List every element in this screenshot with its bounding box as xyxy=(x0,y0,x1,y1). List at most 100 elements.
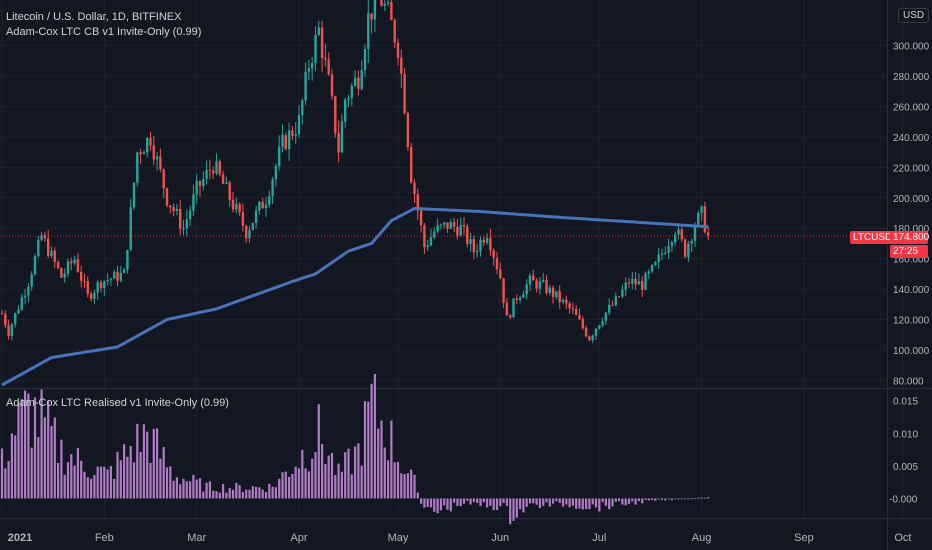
histogram-bar xyxy=(212,490,215,499)
histogram-bar xyxy=(700,497,703,499)
candle-body xyxy=(617,296,621,298)
price-axis-label: 220.000 xyxy=(893,163,930,174)
candle-body xyxy=(37,239,40,257)
histogram-bar xyxy=(96,466,99,499)
histogram-bar xyxy=(538,498,541,508)
histogram-bar xyxy=(436,498,439,514)
histogram-bar xyxy=(677,498,680,500)
candle-body xyxy=(601,320,604,326)
candle-body xyxy=(297,115,301,134)
candle-body xyxy=(294,133,297,136)
candle-body xyxy=(419,210,423,226)
histogram-bar xyxy=(443,498,446,506)
histogram-bar xyxy=(37,437,40,499)
histogram-bar xyxy=(4,468,7,499)
candle-body xyxy=(122,269,126,273)
histogram-bar xyxy=(568,498,571,508)
candle-body xyxy=(353,77,357,86)
histogram-bar xyxy=(278,478,281,499)
candle-body xyxy=(314,34,317,63)
candle-body xyxy=(637,281,641,285)
candle-body xyxy=(545,279,548,293)
histogram-bar xyxy=(248,489,251,499)
price-axis-label: 140.000 xyxy=(893,285,930,296)
candle-body xyxy=(287,130,291,149)
time-axis-label: May xyxy=(388,532,409,544)
histogram-bar xyxy=(535,498,538,505)
histogram-bar xyxy=(552,498,555,504)
candle-body xyxy=(218,161,221,175)
candle-body xyxy=(139,152,142,155)
candle-body xyxy=(466,226,469,244)
candle-body xyxy=(680,229,683,240)
indicator-legend-2[interactable]: Adam-Cox LTC Realised v1 Invite-Only (0.… xyxy=(6,397,229,409)
histogram-bar xyxy=(264,492,268,499)
currency-button[interactable]: USD xyxy=(898,8,930,23)
histogram-bar xyxy=(502,498,505,504)
price-axis-label: 200.000 xyxy=(893,194,930,205)
candle-body xyxy=(598,325,601,329)
histogram-bar xyxy=(472,498,475,502)
candle-body xyxy=(238,204,241,213)
histogram-bar xyxy=(522,498,525,513)
histogram-bar xyxy=(47,400,50,499)
candle-body xyxy=(258,201,261,211)
candle-body xyxy=(400,57,403,74)
candle-body xyxy=(149,138,152,146)
candle-body xyxy=(56,261,60,268)
candle-body xyxy=(367,13,370,50)
candle-body xyxy=(96,282,99,293)
candle-body xyxy=(650,265,654,272)
histogram-bar xyxy=(123,444,126,499)
histogram-bar xyxy=(585,498,588,510)
candle-body xyxy=(604,312,608,321)
candle-body xyxy=(261,201,264,209)
candle-body xyxy=(443,222,446,225)
candle-body xyxy=(561,299,565,302)
histogram-bar xyxy=(611,498,614,507)
histogram-bar xyxy=(647,498,650,501)
histogram-bar xyxy=(113,478,116,499)
histogram-bar xyxy=(558,498,561,503)
candle-body xyxy=(27,286,30,296)
candle-body xyxy=(406,113,410,147)
histogram-bar xyxy=(53,417,56,499)
candle-body xyxy=(132,182,136,208)
histogram-axis-label: 0.005 xyxy=(893,462,918,473)
histogram-bar xyxy=(403,474,406,499)
histogram-bar xyxy=(423,498,426,508)
time-axis-label: 2021 xyxy=(8,532,32,544)
price-axis-label: 80.000 xyxy=(893,376,924,387)
candle-body xyxy=(446,222,449,229)
symbol-title: Litecoin / U.S. Dollar, 1D, BITFINEX xyxy=(6,11,182,23)
histogram-bar xyxy=(129,446,132,499)
candle-body xyxy=(188,210,192,220)
candle-body xyxy=(373,0,377,20)
histogram-bar xyxy=(410,469,413,499)
candle-body xyxy=(380,0,383,6)
candle-body xyxy=(634,278,637,285)
candle-body xyxy=(584,327,588,337)
histogram-bar xyxy=(218,492,221,499)
histogram-bar xyxy=(297,468,301,499)
candle-body xyxy=(532,275,535,281)
histogram-bar xyxy=(449,498,452,512)
candle-body xyxy=(116,271,119,281)
candle-body xyxy=(542,279,545,282)
histogram-bar xyxy=(380,420,383,499)
candle-body xyxy=(10,324,14,337)
histogram-bar xyxy=(654,498,657,501)
histogram-bar xyxy=(707,497,710,499)
candle-body xyxy=(525,284,528,295)
histogram-axis-label: 0.010 xyxy=(893,429,918,440)
indicator-legend-1[interactable]: Adam-Cox LTC CB v1 Invite-Only (0.99) xyxy=(6,26,202,38)
histogram-bar xyxy=(116,451,119,499)
candle-body xyxy=(291,130,294,136)
candle-body xyxy=(350,85,353,98)
histogram-bar xyxy=(109,466,112,499)
candle-body xyxy=(581,319,584,328)
histogram-bar xyxy=(271,486,274,499)
histogram-bar xyxy=(314,452,317,499)
histogram-bar xyxy=(393,462,396,499)
